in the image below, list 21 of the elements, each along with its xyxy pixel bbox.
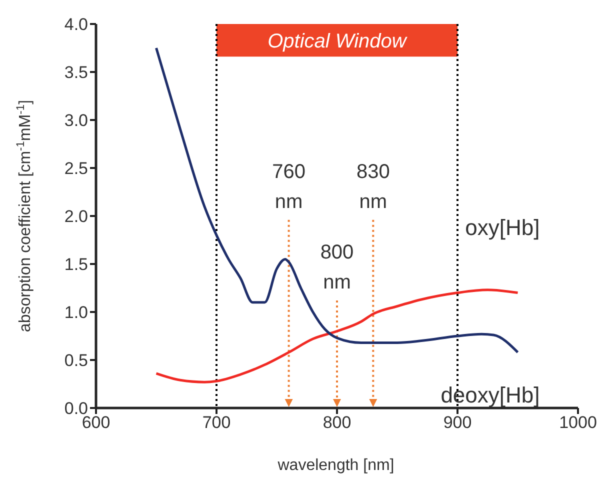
band-label: Optical Window [268, 30, 408, 52]
y-tick-label: 4.0 [64, 15, 88, 34]
y-tick-label: 2.0 [64, 207, 88, 226]
x-tick-label: 600 [82, 413, 110, 432]
x-axis-title: wavelength [nm] [276, 457, 394, 474]
y-tick-label: 3.0 [64, 111, 88, 130]
y-tick-label: 1.5 [64, 255, 88, 274]
x-tick-label: 800 [322, 413, 352, 432]
x-tick-label: 700 [202, 413, 231, 432]
ref-line-label: 760 nm [272, 160, 306, 213]
x-tick-label: 900 [443, 413, 472, 432]
series-label: deoxy[Hb] [440, 382, 540, 408]
y-tick-label: 2.5 [64, 159, 88, 178]
text: oxy[Hb] [465, 214, 540, 240]
ref-line-label: 830 nm [356, 160, 390, 213]
line-series [155, 288, 519, 384]
ref-line-label: 800 nm [320, 241, 354, 294]
y-tick-label: 3.5 [64, 63, 88, 82]
y-tick-label: 1.0 [64, 303, 88, 322]
x-tick-label: 1000 [559, 413, 597, 432]
y-tick-label: 0.5 [64, 351, 88, 370]
